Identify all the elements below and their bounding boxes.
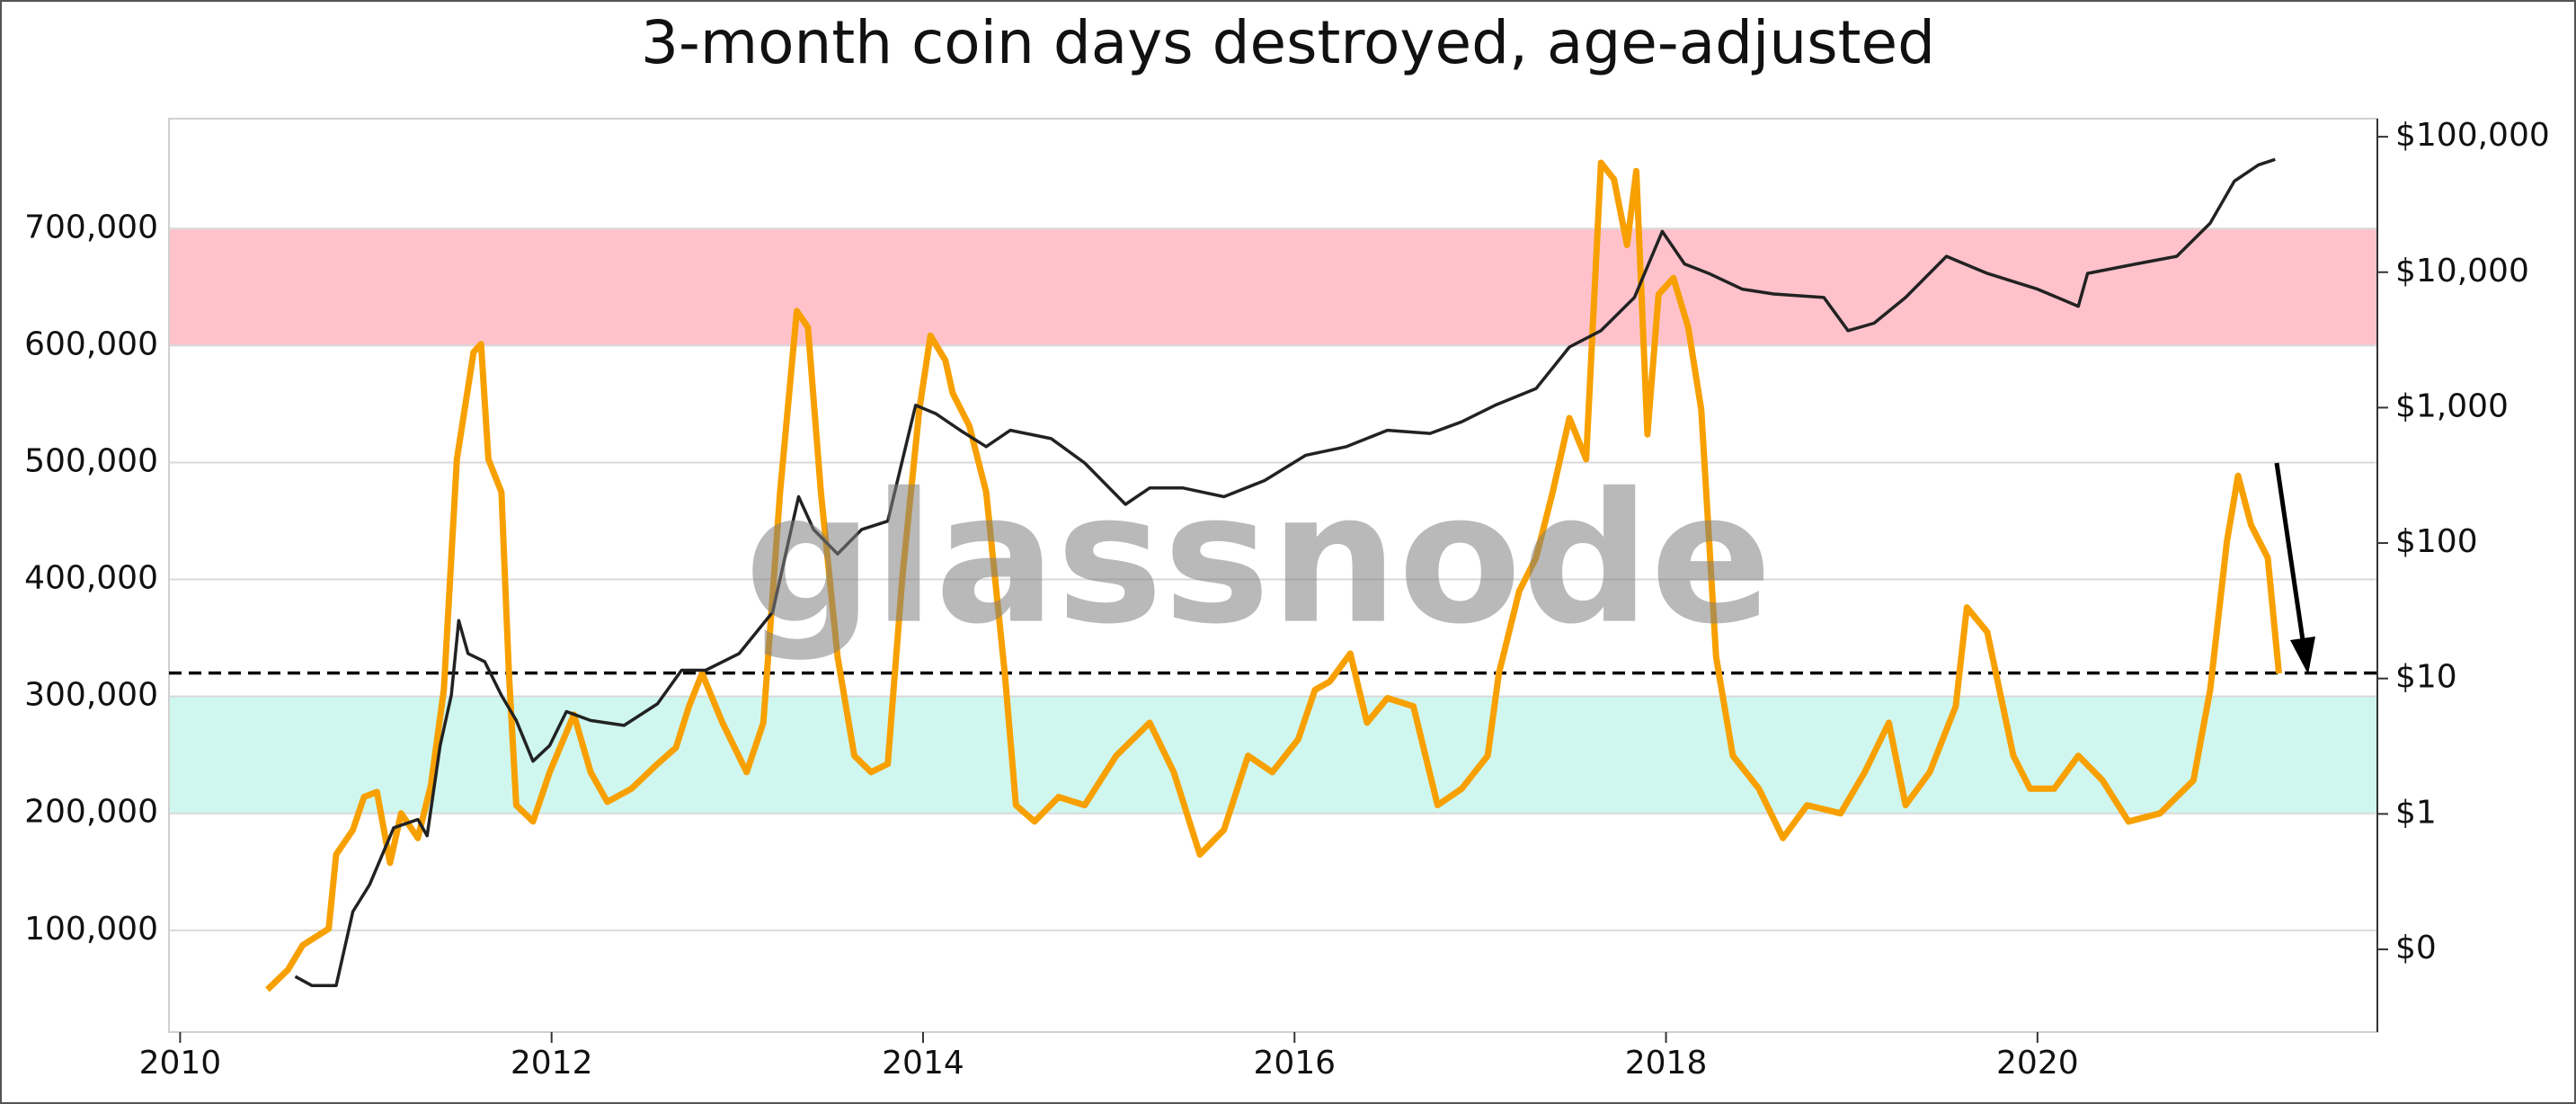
x-tick-label: 2020 (1996, 1045, 2079, 1082)
arrow-shaft (2274, 462, 2305, 641)
y-tick-label: 500,000 (24, 442, 158, 479)
x-tick-label: 2018 (1625, 1045, 1708, 1082)
x-tick-label: 2014 (882, 1045, 964, 1082)
plot-lines (169, 157, 2377, 993)
y2-tick-label: $10 (2395, 659, 2457, 696)
x-tick-label: 2016 (1253, 1045, 1336, 1082)
arrow (2274, 462, 2315, 674)
band (169, 696, 2377, 814)
arrow-head (2290, 637, 2315, 674)
y2-tick-label: $100,000 (2395, 117, 2550, 154)
y-tick-label: 400,000 (24, 560, 158, 597)
axes: 100,000 200,000 300,000 400,000 500,000 600,0… (24, 117, 2550, 1082)
y-tick-label: 600,000 (24, 325, 158, 362)
y2-tick-label: $100 (2395, 523, 2478, 560)
x-tick-label: 2010 (139, 1045, 222, 1082)
y-tick-label: 200,000 (24, 794, 158, 831)
y-tick-label: 100,000 (24, 911, 158, 948)
plot-background (168, 118, 2378, 1033)
y2-tick-label: $1,000 (2395, 387, 2509, 424)
x-tick-label: 2012 (511, 1045, 593, 1082)
watermark: glassnode (744, 455, 1772, 664)
series-line (294, 157, 2276, 988)
band (169, 228, 2377, 346)
y-tick-label: 300,000 (24, 677, 158, 714)
y-tick-label: 700,000 (24, 209, 158, 245)
y2-tick-label: $0 (2395, 930, 2437, 966)
y2-tick-label: $10,000 (2395, 253, 2529, 289)
series-line (265, 159, 2282, 993)
chart-title: 3-month coin days destroyed, age-adjuste… (641, 8, 1935, 77)
y2-tick-label: $1 (2395, 794, 2437, 831)
